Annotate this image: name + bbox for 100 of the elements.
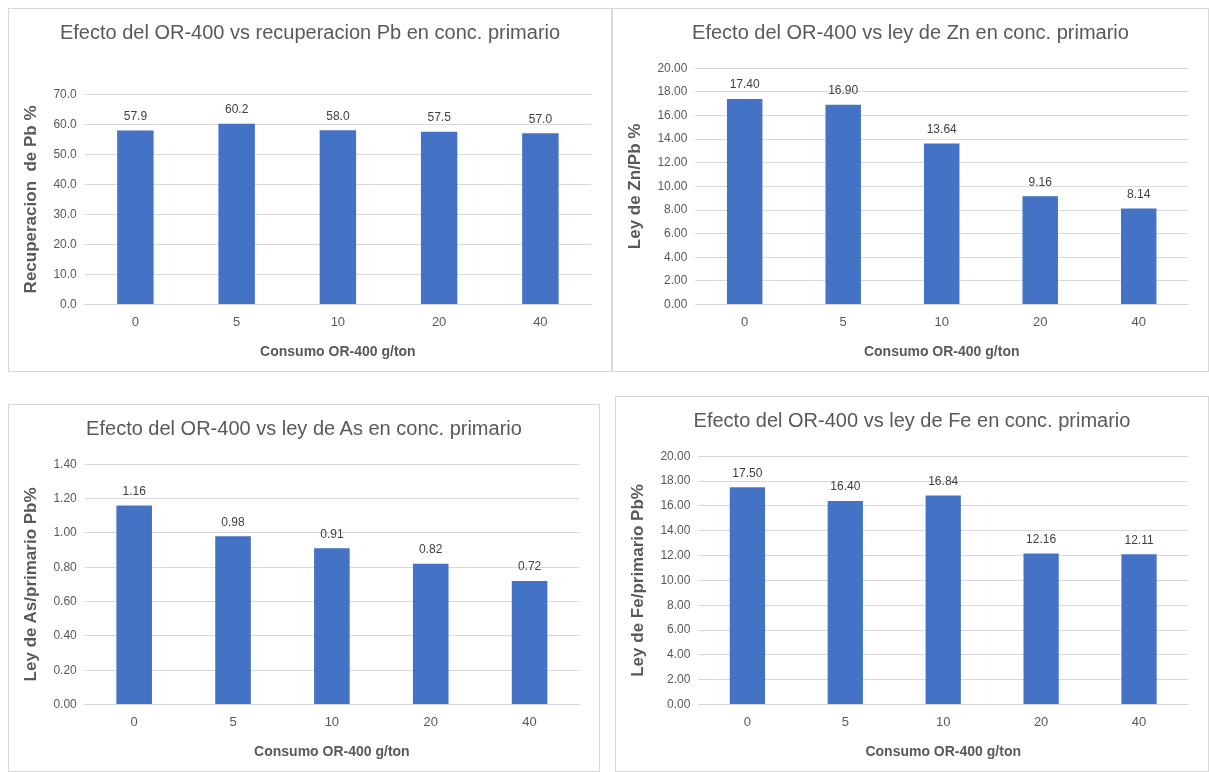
- bar: [1121, 554, 1157, 705]
- chart-title: Efecto del OR-400 vs ley de As en conc. primario: [85, 416, 523, 441]
- x-tick-label: 0: [130, 713, 138, 729]
- data-label: 0.91: [320, 526, 344, 541]
- y-tick-label: 70.0: [53, 86, 78, 101]
- x-axis-title: Consumo OR-400 g/ton: [865, 743, 1021, 760]
- data-label: 0.72: [517, 559, 542, 574]
- x-tick-label: 10: [934, 313, 949, 329]
- data-label: 0.98: [221, 514, 246, 529]
- x-tick-label: 0: [741, 313, 749, 329]
- data-label: 17.40: [729, 77, 761, 92]
- x-tick-label: 40: [1131, 313, 1146, 329]
- bar: [825, 104, 861, 305]
- data-label: 13.64: [926, 121, 958, 136]
- x-tick-label: 10: [324, 713, 340, 729]
- data-label: 8.14: [1127, 186, 1151, 201]
- bar: [925, 495, 961, 705]
- y-tick-label: 8.00: [664, 202, 688, 217]
- y-tick-label: 2.00: [667, 672, 691, 687]
- x-axis-title: Consumo OR-400 g/ton: [863, 343, 1020, 360]
- bar: [729, 487, 766, 705]
- y-tick-label: 0.60: [53, 593, 78, 608]
- y-tick-label: 1.20: [53, 490, 78, 505]
- data-label: 57.0: [528, 111, 553, 126]
- x-axis-title: Consumo OR-400 g/ton: [260, 343, 416, 360]
- y-tick-label: 0.0: [60, 296, 78, 311]
- x-tick-label: 10: [330, 313, 346, 329]
- y-tick-label: 10.00: [660, 572, 691, 587]
- chart-title: Efecto del OR-400 vs ley de Zn en conc. primario: [691, 20, 1130, 45]
- x-axis-title: Consumo OR-400 g/ton: [254, 743, 410, 760]
- y-tick-label: 20.0: [53, 236, 78, 251]
- y-tick-label: 40.0: [53, 176, 78, 191]
- y-axis-title: Recuperacion de Pb %: [20, 105, 40, 294]
- y-tick-label: 20.00: [660, 448, 691, 463]
- y-axis-title: Ley de Zn/Pb %: [624, 123, 644, 250]
- x-tick-label: 5: [229, 713, 237, 729]
- y-tick-label: 8.00: [667, 597, 691, 612]
- y-tick-label: 16.00: [660, 498, 691, 513]
- y-tick-label: 0.80: [53, 559, 78, 574]
- data-label: 17.50: [732, 465, 763, 480]
- y-tick-label: 6.00: [664, 225, 688, 240]
- bar: [1121, 208, 1157, 305]
- data-label: 9.16: [1028, 174, 1053, 189]
- x-tick-label: 5: [839, 313, 847, 329]
- y-tick-label: 4.00: [664, 249, 688, 264]
- y-axis-title: Ley de As/primario Pb%: [20, 487, 40, 682]
- data-label: 0.82: [419, 542, 443, 557]
- data-label: 16.84: [928, 473, 959, 488]
- y-tick-label: 60.0: [53, 116, 78, 131]
- data-label: 58.0: [326, 108, 350, 123]
- y-tick-label: 18.00: [660, 473, 691, 488]
- x-tick-label: 40: [1131, 713, 1147, 729]
- y-tick-label: 0.00: [664, 296, 688, 311]
- y-tick-label: 30.0: [53, 206, 78, 221]
- y-tick-label: 1.40: [53, 456, 78, 471]
- y-tick-label: 0.20: [53, 662, 78, 677]
- bar: [215, 536, 251, 705]
- x-tick-label: 20: [431, 313, 447, 329]
- bar: [412, 563, 449, 705]
- data-label: 16.90: [828, 83, 859, 98]
- bar: [827, 500, 863, 705]
- x-tick-label: 5: [841, 713, 849, 729]
- y-tick-label: 4.00: [667, 647, 691, 662]
- data-label: 57.9: [123, 108, 148, 123]
- y-tick-label: 10.0: [53, 266, 78, 281]
- y-tick-label: 16.00: [657, 107, 688, 122]
- x-tick-label: 20: [1033, 713, 1049, 729]
- data-label: 60.2: [224, 101, 249, 116]
- x-tick-label: 5: [233, 313, 241, 329]
- y-axis-title: Ley de Fe/primario Pb%: [627, 484, 647, 677]
- data-label: 12.16: [1026, 531, 1057, 546]
- x-tick-label: 20: [1032, 313, 1048, 329]
- y-tick-label: 18.00: [657, 84, 688, 99]
- bar: [1022, 196, 1058, 305]
- y-tick-label: 14.00: [657, 131, 688, 146]
- chart-title: Efecto del OR-400 vs recuperacion Pb en conc. primario: [58, 20, 562, 45]
- y-tick-label: 0.00: [53, 696, 78, 711]
- x-tick-label: 20: [423, 713, 438, 729]
- data-label: 12.11: [1124, 532, 1154, 547]
- y-tick-label: 10.00: [657, 178, 688, 193]
- chart-title: Efecto del OR-400 vs ley de Fe en conc. primario: [692, 408, 1132, 433]
- y-tick-label: 2.00: [664, 273, 688, 288]
- bar: [923, 143, 960, 305]
- y-tick-label: 6.00: [667, 622, 691, 637]
- x-tick-label: 0: [131, 313, 139, 329]
- x-tick-label: 40: [522, 713, 537, 729]
- y-tick-label: 12.00: [657, 155, 688, 170]
- y-tick-label: 50.0: [53, 146, 78, 161]
- bar: [1023, 553, 1059, 705]
- bar: [726, 98, 763, 305]
- bar: [116, 505, 152, 705]
- y-tick-label: 0.40: [53, 628, 78, 643]
- bar: [511, 580, 548, 705]
- y-tick-label: 12.00: [660, 547, 691, 562]
- y-tick-label: 0.00: [667, 696, 691, 711]
- data-label: 57.5: [427, 110, 452, 125]
- y-tick-label: 1.00: [53, 525, 78, 540]
- bar: [314, 548, 350, 705]
- y-tick-label: 20.00: [657, 60, 688, 75]
- y-tick-label: 14.00: [660, 523, 691, 538]
